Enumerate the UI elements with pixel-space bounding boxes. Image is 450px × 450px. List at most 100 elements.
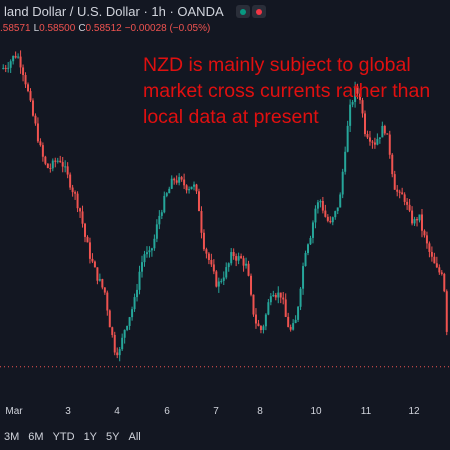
candle-body — [321, 201, 324, 211]
candle-body — [140, 262, 143, 272]
candle-body — [36, 123, 39, 142]
candle-body — [111, 327, 114, 335]
candle-body — [34, 115, 37, 124]
candle-body — [88, 242, 91, 259]
candle-body — [269, 296, 272, 303]
candle-body — [398, 191, 401, 193]
candle-body — [215, 271, 218, 287]
candle-body — [7, 67, 10, 69]
candle-body — [91, 258, 94, 262]
candle-body — [331, 217, 334, 223]
candle-body — [170, 178, 173, 189]
symbol-title[interactable]: land Dollar / U.S. Dollar · 1h · OANDA — [4, 4, 224, 19]
close-label: C — [78, 23, 86, 34]
x-tick-label: 11 — [361, 406, 372, 417]
candle-body — [116, 352, 119, 356]
candle-body — [81, 211, 84, 224]
candle-body — [259, 326, 262, 331]
candle-body — [158, 215, 161, 225]
candle-body — [247, 263, 250, 276]
candle-body — [341, 171, 344, 195]
candle-body — [59, 160, 62, 163]
candle-body — [195, 184, 198, 192]
low-label: L — [33, 23, 40, 34]
candle-body — [173, 178, 176, 181]
candle-body — [106, 292, 109, 311]
candle-body — [138, 271, 141, 290]
timeframe-5y[interactable]: 5Y — [106, 431, 120, 443]
timeframe-ytd[interactable]: YTD — [52, 431, 75, 443]
candle-body — [197, 191, 200, 212]
candle-body — [406, 201, 409, 205]
candle-body — [359, 93, 362, 101]
candle-body — [299, 288, 302, 307]
timeframe-1y[interactable]: 1Y — [83, 431, 98, 443]
candle-body — [292, 323, 295, 330]
candle-body — [408, 204, 411, 211]
candle-body — [287, 316, 290, 328]
low-value: 0.58500 — [39, 23, 76, 34]
candle-body — [354, 86, 357, 102]
candle-body — [334, 211, 337, 218]
candle-body — [126, 325, 129, 330]
candle-body — [311, 222, 314, 238]
timeframe-all[interactable]: All — [128, 431, 141, 443]
candle-body — [430, 251, 433, 257]
x-tick-label: 4 — [114, 406, 120, 417]
candle-body — [96, 267, 99, 281]
candle-body — [148, 250, 151, 253]
candle-body — [98, 279, 101, 281]
candle-body — [262, 326, 265, 331]
candle-body — [24, 75, 27, 85]
candle-body — [245, 263, 248, 266]
candle-body — [403, 194, 406, 202]
candle-body — [435, 263, 438, 268]
x-tick-label: 3 — [65, 406, 71, 417]
candle-body — [274, 294, 277, 298]
timeframe-6m[interactable]: 6M — [28, 431, 44, 443]
chart-annotation: NZD is mainly subject to global market c… — [143, 54, 431, 128]
candle-body — [294, 319, 297, 324]
candle-body — [230, 252, 233, 264]
candle-body — [378, 137, 381, 139]
candle-body — [438, 267, 441, 273]
x-tick-label: 8 — [257, 406, 263, 417]
candle-body — [420, 214, 423, 231]
candle-body — [19, 56, 22, 68]
candle-body — [413, 219, 416, 224]
candle-body — [54, 160, 57, 162]
candle-body — [31, 100, 34, 116]
candle-body — [150, 248, 153, 251]
candle-body — [386, 133, 389, 135]
timeframe-3m[interactable]: 3M — [4, 431, 20, 443]
candle-body — [185, 185, 188, 191]
event-status-icon[interactable] — [251, 5, 266, 18]
candle-body — [74, 192, 77, 194]
candle-body — [235, 256, 238, 261]
candle-body — [220, 280, 223, 282]
candle-body — [240, 256, 243, 259]
candle-body — [46, 163, 49, 168]
candle-body — [93, 261, 96, 268]
candle-body — [210, 259, 213, 265]
candle-body — [69, 174, 72, 188]
candle-body — [180, 177, 183, 180]
candle-body — [257, 323, 260, 327]
candle-body — [433, 256, 436, 264]
candle-body — [411, 210, 414, 224]
candle-body — [41, 145, 44, 157]
candle-body — [264, 314, 267, 327]
candle-body — [252, 294, 255, 315]
candle-body — [14, 55, 17, 58]
candle-body — [51, 160, 54, 169]
candle-body — [391, 154, 394, 175]
candle-body — [349, 104, 352, 126]
candle-body — [145, 252, 148, 255]
candle-body — [71, 187, 74, 193]
candle-body — [425, 235, 428, 244]
candle-body — [396, 189, 399, 192]
market-status-icon[interactable] — [235, 5, 250, 18]
candle-body — [136, 289, 139, 298]
candle-body — [232, 252, 235, 257]
